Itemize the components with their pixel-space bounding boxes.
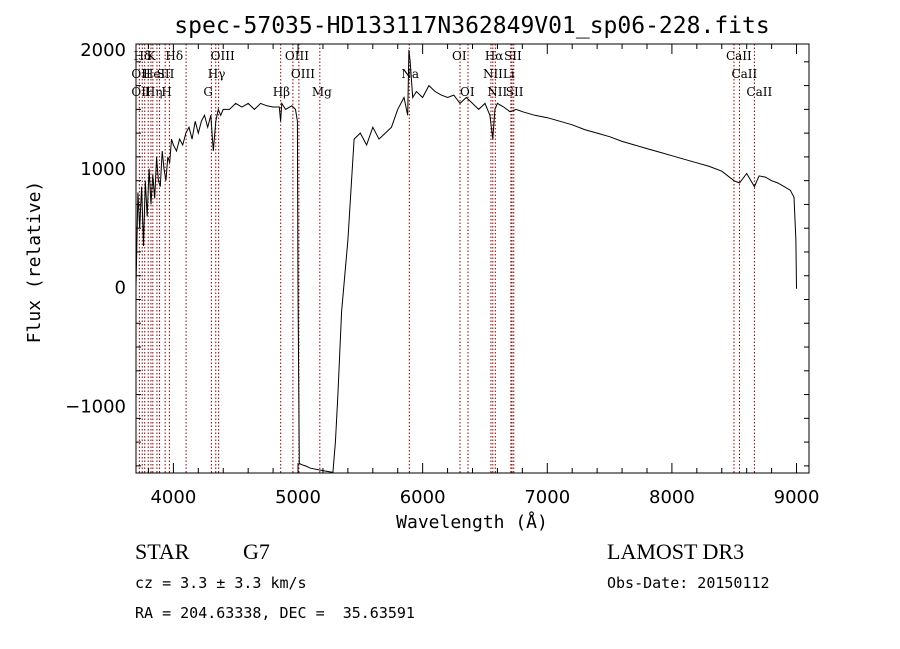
survey-name: LAMOST DR3 [607, 539, 745, 564]
spectral-line-label: G [203, 85, 213, 99]
spectral-line-label: SII [504, 49, 522, 63]
plot-frame [135, 43, 810, 474]
y-tick-label: 0 [115, 278, 126, 299]
spectral-line-label: Hβ [273, 85, 290, 99]
spectral-line-markers [138, 44, 755, 473]
x-tick-label: 4000 [150, 487, 196, 508]
spectral-line-label: Na [401, 67, 419, 81]
x-axis-label: Wavelength (Å) [396, 511, 548, 533]
spectral-line-label: HeI [143, 67, 166, 81]
spectral-line-label: OIII [291, 67, 315, 81]
spectral-line-label: OI [460, 85, 475, 99]
x-tick-label: 6000 [400, 487, 446, 508]
x-tick-label: 7000 [524, 487, 570, 508]
object-class: STAR [135, 539, 190, 564]
obs-date: Obs-Date: 20150112 [607, 574, 770, 592]
spectral-line-label: K [147, 49, 157, 63]
y-tick-label: 2000 [80, 40, 126, 61]
spectral-line-label: H [161, 85, 171, 99]
spectral-line-label: OIII [211, 49, 235, 63]
spectral-line-label: OI [452, 49, 467, 63]
spectral-line-label: Hγ [208, 67, 226, 81]
spectral-line-label: CaII [726, 49, 752, 63]
spectral-line-label: Hη [145, 85, 163, 99]
spectral-line-label: NII [487, 85, 507, 99]
spectral-line-label: SII [506, 85, 524, 99]
x-tick-label: 9000 [774, 487, 820, 508]
x-tick-label: 5000 [275, 487, 321, 508]
y-axis-ticks: −1000 0 1000 2000 [65, 40, 809, 467]
spectral-line-label: OIII [285, 49, 309, 63]
spectral-line-label: Li [503, 67, 515, 81]
spectral-line-label: Hα [485, 49, 504, 63]
spectrum-line [135, 49, 797, 473]
spectral-line-label: CaII [731, 67, 757, 81]
spectral-line-label: CaII [746, 85, 772, 99]
x-tick-label: 8000 [649, 487, 695, 508]
object-subclass: G7 [243, 539, 270, 564]
x-axis-ticks: 4000 5000 6000 7000 8000 9000 [147, 44, 820, 508]
chart-title: spec-57035-HD133117N362849V01_sp06-228.f… [174, 13, 769, 39]
spectral-line-label: Hδ [134, 49, 152, 63]
y-tick-label: 1000 [80, 159, 126, 180]
coordinates: RA = 204.63338, DEC = 35.63591 [135, 604, 415, 622]
spectral-line-label: Mg [312, 85, 332, 99]
spectral-line-label: SII [157, 67, 175, 81]
spectral-line-label: NII [483, 67, 503, 81]
y-tick-label: −1000 [65, 396, 126, 417]
y-axis-label: Flux (relative) [24, 181, 45, 344]
redshift-cz: cz = 3.3 ± 3.3 km/s [135, 574, 307, 592]
spectral-line-label: Hδ [165, 49, 183, 63]
